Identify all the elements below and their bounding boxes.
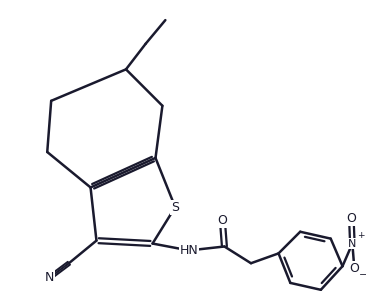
Text: O: O [217,215,227,227]
Text: HN: HN [180,244,198,257]
Text: O: O [347,212,356,226]
Text: −: − [359,270,366,280]
Text: +: + [358,231,365,240]
Text: N: N [348,239,356,248]
Text: S: S [171,201,179,214]
Text: N: N [45,271,54,285]
Text: O: O [350,262,359,275]
